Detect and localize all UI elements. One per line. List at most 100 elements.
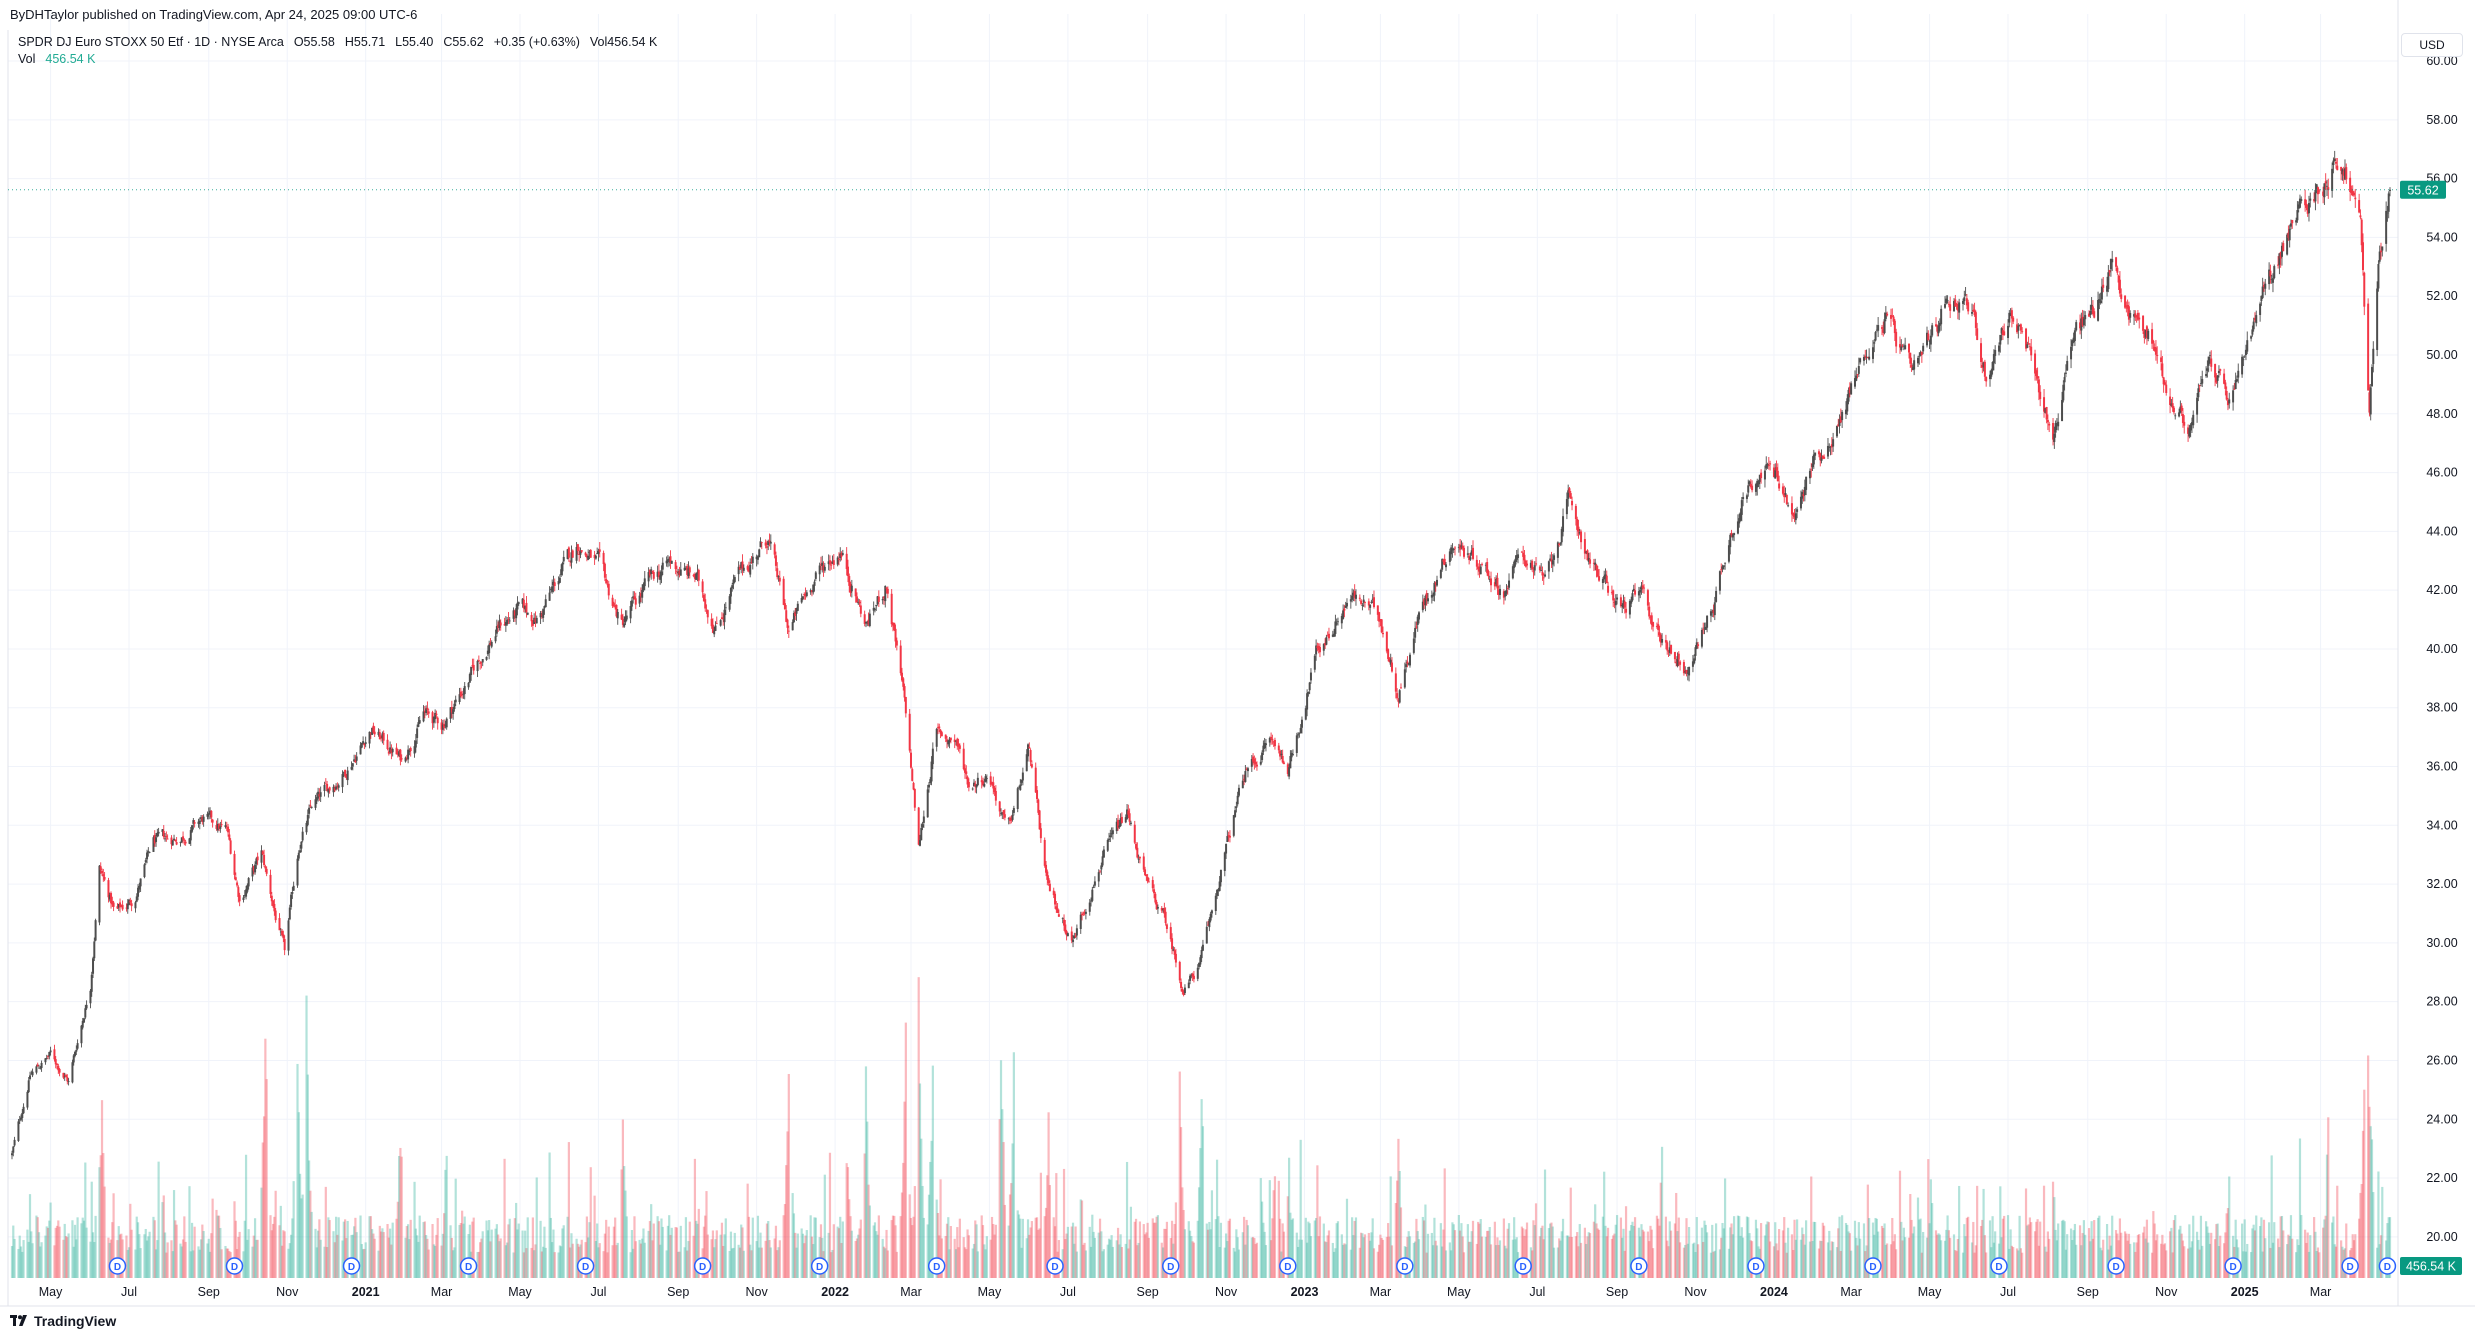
candle-body bbox=[1956, 304, 1959, 311]
volume-bar bbox=[157, 1161, 160, 1278]
dividend-marker[interactable]: D bbox=[2107, 1257, 2125, 1275]
volume-bar bbox=[2198, 1249, 2201, 1278]
volume-bar bbox=[125, 1235, 128, 1278]
dividend-marker[interactable]: D bbox=[693, 1257, 712, 1275]
dividend-marker[interactable]: D bbox=[1864, 1257, 1882, 1275]
volume-bar bbox=[2367, 1055, 2370, 1278]
candle-body bbox=[1255, 764, 1258, 767]
symbol-description[interactable]: SPDR DJ Euro STOXX 50 Etf · 1D · NYSE Ar… bbox=[18, 35, 284, 49]
volume-bar bbox=[1729, 1227, 1732, 1278]
candle-body bbox=[1508, 580, 1511, 588]
volume-bar bbox=[417, 1241, 420, 1278]
candle-body bbox=[2102, 284, 2105, 288]
volume-bar bbox=[2017, 1250, 2020, 1278]
candle-body bbox=[1072, 939, 1075, 942]
candle-body bbox=[1192, 975, 1195, 980]
dividend-marker[interactable]: D bbox=[2341, 1257, 2359, 1275]
candle-body bbox=[791, 622, 794, 631]
candle-body bbox=[39, 1067, 42, 1069]
candle-body bbox=[728, 596, 731, 610]
volume-bar bbox=[10, 1246, 14, 1278]
candle-body bbox=[976, 777, 979, 786]
candle-body bbox=[956, 738, 959, 747]
dividend-marker[interactable]: D bbox=[1630, 1257, 1648, 1275]
volume-bar bbox=[2316, 1247, 2320, 1278]
dividend-marker[interactable]: D bbox=[927, 1257, 946, 1275]
volume-bar bbox=[280, 1245, 284, 1278]
candle-body bbox=[1846, 398, 1849, 412]
dividend-marker[interactable]: D bbox=[1046, 1257, 1064, 1275]
dividend-marker[interactable]: D bbox=[108, 1257, 127, 1275]
volume-bar bbox=[1668, 1221, 1671, 1278]
candle-body bbox=[1434, 582, 1437, 585]
volume-bar bbox=[1324, 1241, 1327, 1278]
volume-bar bbox=[202, 1231, 205, 1278]
volume-bar bbox=[485, 1220, 488, 1278]
dividend-marker[interactable]: D bbox=[459, 1257, 478, 1275]
time-tick-label: Jul bbox=[1529, 1285, 1545, 1299]
candle-body bbox=[1857, 366, 1860, 374]
volume-bars bbox=[10, 977, 2392, 1278]
candle-body bbox=[2234, 380, 2237, 390]
candle-body bbox=[1982, 362, 1985, 368]
dividend-marker[interactable]: D bbox=[2378, 1257, 2397, 1275]
candle-body bbox=[2138, 317, 2141, 320]
volume-bar bbox=[341, 1240, 344, 1278]
volume-bar bbox=[597, 1247, 600, 1278]
candle-body bbox=[982, 781, 985, 786]
candle-body bbox=[513, 610, 516, 616]
dividend-marker[interactable]: D bbox=[576, 1257, 595, 1275]
candle-body bbox=[732, 579, 735, 585]
volume-bar bbox=[657, 1221, 661, 1278]
volume-bar bbox=[2096, 1217, 2100, 1278]
volume-label[interactable]: Vol bbox=[18, 52, 36, 66]
volume-bar bbox=[1900, 1221, 1903, 1278]
candle-body bbox=[382, 732, 385, 741]
candle-body bbox=[1810, 469, 1813, 471]
candle-body bbox=[494, 636, 497, 642]
candle-body bbox=[2336, 165, 2339, 171]
dividend-marker[interactable]: D bbox=[1990, 1257, 2008, 1275]
candle-body bbox=[1160, 907, 1163, 911]
volume-bar bbox=[1664, 1216, 1668, 1278]
candle-body bbox=[777, 576, 780, 578]
candle-body bbox=[1216, 890, 1219, 896]
candle-body bbox=[1819, 453, 1822, 461]
dividend-marker[interactable]: D bbox=[1514, 1257, 1532, 1275]
candle-body bbox=[687, 568, 690, 576]
candle-body bbox=[156, 832, 159, 837]
dividend-marker[interactable]: D bbox=[225, 1257, 244, 1275]
candle-body bbox=[38, 1067, 41, 1069]
candle-body bbox=[939, 729, 942, 734]
volume-bar bbox=[922, 1217, 925, 1278]
candle-body bbox=[1918, 355, 1921, 357]
dividend-marker[interactable]: D bbox=[2224, 1257, 2242, 1275]
dividend-marker[interactable]: D bbox=[1279, 1257, 1297, 1275]
candle-body bbox=[1718, 571, 1721, 591]
dividend-marker[interactable]: D bbox=[810, 1257, 829, 1275]
volume-bar bbox=[1487, 1230, 1490, 1278]
volume-bar bbox=[2369, 1126, 2372, 1278]
candle-body bbox=[1533, 565, 1536, 571]
volume-bar bbox=[2170, 1227, 2173, 1278]
currency-button[interactable]: USD bbox=[2401, 33, 2463, 57]
candle-body bbox=[1403, 669, 1406, 688]
volume-bar bbox=[1062, 1168, 1066, 1278]
dividend-marker[interactable]: D bbox=[1396, 1257, 1414, 1275]
candle-body bbox=[850, 585, 853, 592]
volume-bar bbox=[2108, 1235, 2111, 1278]
dividend-marker[interactable]: D bbox=[1747, 1257, 1765, 1275]
volume-bar bbox=[1425, 1252, 1428, 1278]
dividend-marker[interactable]: D bbox=[342, 1257, 361, 1275]
candle-body bbox=[1106, 840, 1109, 851]
candle-body bbox=[1886, 313, 1889, 316]
candle-body bbox=[1901, 345, 1904, 347]
volume-bar bbox=[1459, 1230, 1462, 1278]
volume-bar bbox=[1043, 1216, 1046, 1278]
candle-body bbox=[101, 870, 104, 874]
volume-bar bbox=[297, 1112, 300, 1278]
tradingview-logo[interactable]: TradingView bbox=[10, 1313, 116, 1329]
dividend-marker[interactable]: D bbox=[1162, 1257, 1180, 1275]
volume-bar bbox=[1336, 1221, 1340, 1278]
